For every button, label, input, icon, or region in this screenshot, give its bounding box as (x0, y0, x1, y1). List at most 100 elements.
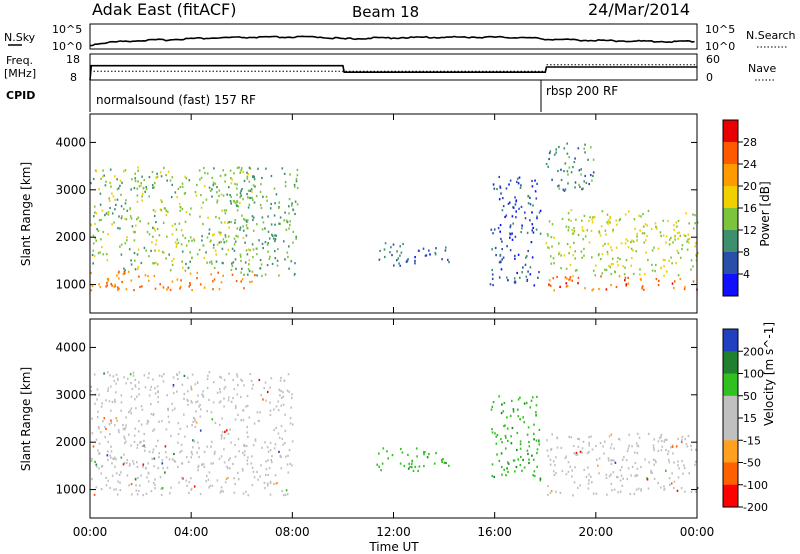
scatter-cell (139, 220, 141, 223)
scatter-cell (246, 459, 249, 462)
scatter-cell (222, 490, 224, 493)
scatter-cell (391, 254, 393, 257)
scatter-cell (107, 279, 109, 282)
scatter-cell (259, 411, 261, 414)
scatter-cell (641, 232, 644, 235)
scatter-cell (133, 239, 136, 242)
scatter-cell (505, 447, 507, 450)
scatter-cell (120, 394, 123, 397)
scatter-cell (608, 220, 610, 223)
scatter-cell (246, 253, 249, 256)
scatter-cell (641, 285, 644, 288)
scatter-cell (673, 486, 675, 490)
scatter-cell (428, 453, 430, 456)
scatter-cell (117, 271, 120, 275)
colorbar-segment (723, 230, 738, 253)
scatter-cell (695, 448, 697, 451)
scatter-cell (246, 431, 248, 434)
scatter-cell (274, 202, 276, 205)
scatter-cell (614, 271, 616, 274)
scatter-cell (92, 249, 95, 252)
scatter-cell (158, 420, 160, 423)
scatter-cell (642, 225, 645, 228)
scatter-cell (690, 491, 693, 494)
scatter-cell (222, 274, 224, 277)
scatter-cell (647, 258, 649, 262)
scatter-cell (490, 408, 493, 411)
scatter-cell (292, 241, 294, 244)
scatter-cell (666, 438, 668, 441)
scatter-cell (273, 214, 276, 217)
scatter-cell (280, 467, 283, 470)
scatter-cell (130, 382, 132, 385)
scatter-cell (634, 475, 636, 478)
scatter-cell (97, 410, 99, 413)
scatter-cell (181, 260, 183, 263)
y-tick-label: 4000 (55, 340, 86, 354)
scatter-cell (506, 416, 508, 419)
scatter-cell (570, 209, 573, 212)
scatter-cell (678, 231, 681, 234)
scatter-cell (231, 273, 234, 276)
scatter-cell (95, 465, 98, 468)
scatter-cell (407, 467, 410, 470)
scatter-cell (598, 287, 600, 291)
scatter-cell (110, 456, 112, 459)
scatter-cell (414, 259, 416, 262)
scatter-cell (567, 461, 570, 464)
scatter-cell (663, 274, 665, 277)
scatter-cell (141, 408, 144, 411)
scatter-cell (210, 462, 213, 465)
scatter-cell (218, 231, 220, 234)
scatter-cell (423, 451, 425, 454)
scatter-cell (684, 438, 686, 441)
scatter-cell (124, 441, 126, 445)
scatter-cell (516, 180, 518, 183)
scatter-cell (248, 203, 251, 206)
scatter-cell (117, 187, 120, 190)
scatter-cell (522, 458, 524, 462)
scatter-cell (219, 390, 222, 394)
scatter-cell (653, 449, 655, 452)
power-colorbar-label: Power [dB] (758, 181, 772, 246)
scatter-cell (626, 449, 629, 453)
scatter-cell (92, 445, 95, 448)
scatter-cell (285, 228, 288, 231)
scatter-cell (143, 439, 145, 442)
scatter-cell (196, 253, 199, 256)
scatter-cell (288, 205, 290, 208)
scatter-cell (659, 231, 662, 234)
colorbar-segment (723, 274, 738, 297)
scatter-cell (663, 485, 665, 488)
scatter-cell (417, 469, 419, 473)
scatter-cell (119, 184, 121, 187)
freq-tick-bottom: 8 (70, 71, 77, 84)
scatter-cell (599, 442, 602, 445)
scatter-cell (237, 478, 240, 481)
scatter-cell (672, 241, 674, 244)
scatter-cell (625, 284, 627, 287)
scatter-cell (196, 400, 199, 403)
nave-label: Nave (748, 62, 776, 75)
scatter-cell (130, 444, 132, 447)
scatter-cell (106, 281, 108, 284)
scatter-cell (500, 192, 502, 195)
scatter-cell (109, 486, 111, 489)
scatter-cell (611, 489, 613, 492)
scatter-cell (575, 218, 577, 221)
scatter-cell (120, 409, 122, 412)
scatter-cell (123, 461, 126, 464)
scatter-cell (123, 376, 125, 379)
scatter-cell (129, 373, 132, 376)
scatter-cell (193, 238, 195, 241)
colorbar-segment (723, 484, 738, 508)
scatter-cell (553, 289, 555, 292)
scatter-cell (218, 194, 220, 198)
scatter-cell (629, 492, 632, 496)
scatter-cell (574, 181, 577, 184)
scatter-cell (610, 272, 613, 276)
scatter-cell (636, 474, 639, 477)
scatter-cell (145, 188, 148, 191)
scatter-cell (189, 213, 191, 216)
